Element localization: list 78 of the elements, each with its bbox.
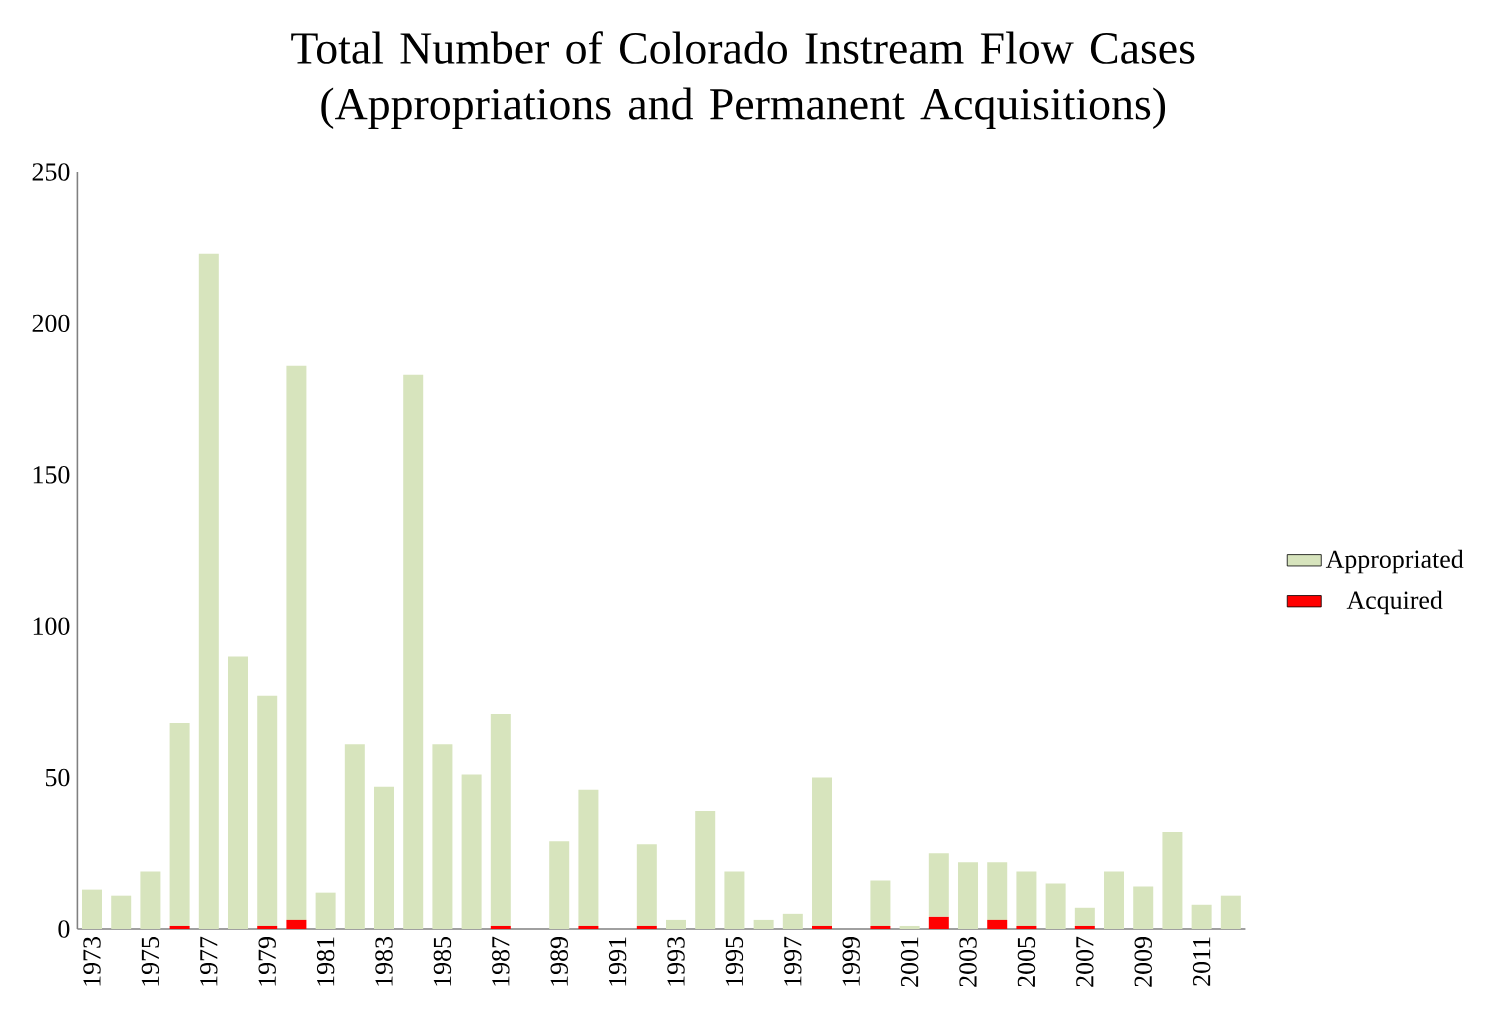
bar: [490, 714, 511, 926]
x-tick-label: 1991: [608, 937, 627, 986]
bar: [344, 744, 365, 929]
legend-label: Appropriated: [1325, 549, 1464, 574]
bar: [1133, 886, 1154, 929]
bar: [666, 919, 687, 929]
bar: [578, 925, 599, 929]
bar: [782, 913, 803, 929]
bar: [140, 871, 161, 929]
bar: [1016, 925, 1037, 929]
bar: [1104, 871, 1125, 929]
x-tick-label: 2005: [1017, 937, 1036, 987]
bar: [198, 253, 219, 929]
x-tick-label: 1999: [842, 937, 860, 986]
x-tick-label: 1985: [433, 937, 452, 986]
bar: [111, 895, 132, 929]
y-tick-label: 0: [58, 920, 70, 938]
bar: [695, 810, 716, 929]
x-tick-label: 1981: [316, 937, 335, 986]
bar: [987, 862, 1008, 920]
bar: [1191, 904, 1212, 929]
bar: [1045, 883, 1066, 929]
bar: [257, 925, 278, 929]
bar: [987, 919, 1008, 929]
bar: [169, 925, 190, 929]
x-tick-label: 1993: [667, 937, 685, 986]
bar: [1220, 895, 1241, 929]
x-tick-label: 1975: [141, 937, 160, 986]
bar: [1074, 907, 1095, 926]
bar: [169, 723, 190, 926]
bar: [461, 774, 482, 929]
y-tick-label: 250: [32, 163, 70, 181]
bar: [228, 656, 249, 929]
x-tick-label: 1977: [200, 936, 218, 986]
bar: [315, 892, 336, 929]
chart-title: Total Number of Colorado Instream Flow Cases (Appropriations and Permanent Acquisitions): [291, 31, 1195, 129]
bar: [82, 889, 103, 929]
bar: [958, 862, 979, 929]
y-tick-label: 150: [33, 466, 70, 484]
x-tick-label: 1997: [784, 936, 802, 986]
x-tick-label: 2011: [1192, 937, 1211, 986]
x-tick-label: 2009: [1134, 937, 1152, 987]
bar: [1074, 925, 1095, 929]
bar: [286, 365, 307, 920]
bar: [928, 916, 949, 929]
x-tick-label: 2001: [900, 937, 919, 987]
x-tick-label: 1987: [492, 936, 510, 986]
x-tick-label: 2007: [1076, 936, 1094, 987]
bar: [549, 841, 570, 929]
legend-label: Acquired: [1346, 590, 1443, 615]
bar: [812, 925, 833, 929]
bar: [636, 844, 657, 926]
x-tick-label: 1989: [550, 937, 568, 986]
x-tick-label: 1995: [725, 937, 744, 986]
bar: [636, 925, 657, 929]
y-tick-label: 50: [45, 768, 70, 787]
x-tick-label: 1983: [375, 937, 393, 986]
bar: [812, 777, 833, 926]
bar: [374, 786, 395, 929]
bar: [403, 374, 424, 929]
bar: [724, 871, 745, 929]
bar: [753, 919, 774, 929]
bar: [257, 695, 278, 926]
bar: [899, 925, 920, 929]
x-tick-label: 1979: [258, 937, 276, 986]
bar: [490, 925, 511, 929]
bar: [578, 789, 599, 926]
bar: [870, 880, 891, 926]
bar: [928, 853, 949, 917]
bar: [870, 925, 891, 929]
bar: [1016, 871, 1037, 926]
bar: [1162, 832, 1183, 929]
x-tick-label: 2003: [959, 937, 977, 987]
y-tick-label: 100: [33, 617, 70, 635]
x-tick-label: 1973: [83, 937, 101, 986]
bar: [432, 744, 453, 929]
y-tick-label: 200: [32, 314, 70, 333]
bar: [286, 919, 307, 929]
